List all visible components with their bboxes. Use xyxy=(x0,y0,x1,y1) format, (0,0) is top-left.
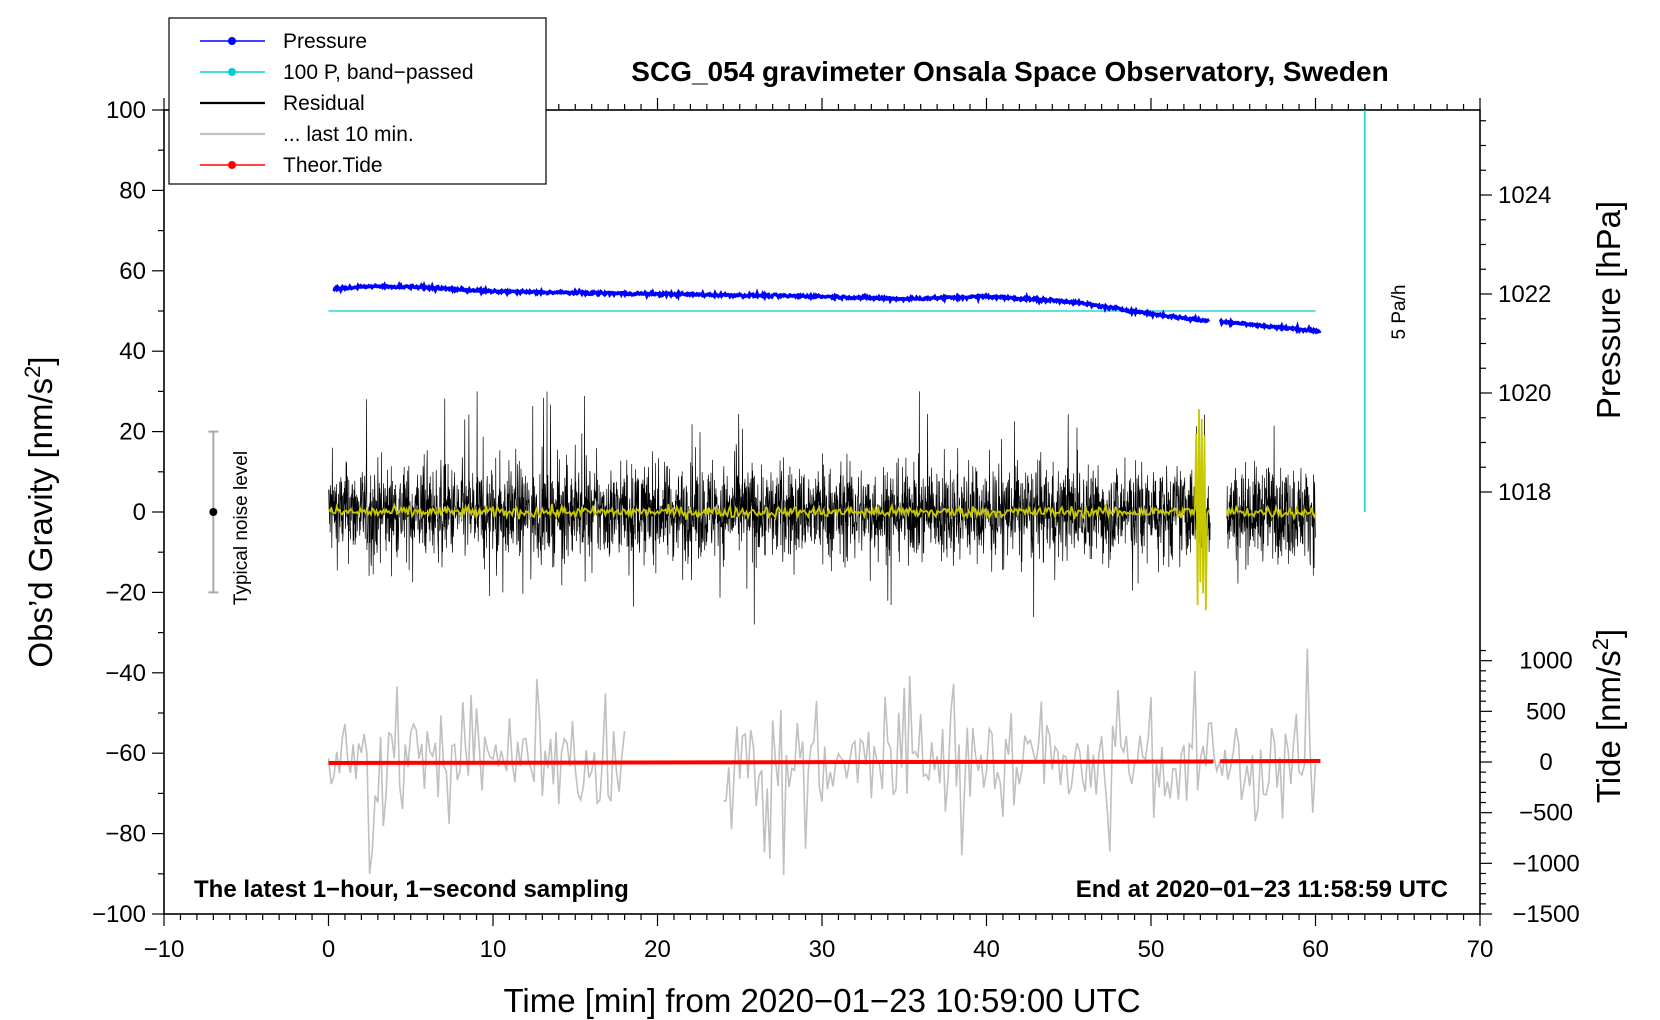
tide-tick-label: 500 xyxy=(1526,698,1566,725)
legend-item: 100 P, band−passed xyxy=(200,61,474,84)
x-tick-label: 50 xyxy=(1138,936,1165,963)
noise-label: Typical noise level xyxy=(231,451,252,605)
legend-item: Theor.Tide xyxy=(200,154,383,177)
pressure-axis-label: Pressure [hPa] xyxy=(1590,201,1627,419)
x-axis-label: Time [min] from 2020−01−23 10:59:00 UTC xyxy=(503,982,1140,1019)
tide-tick-label: −1000 xyxy=(1512,850,1579,877)
legend-label: Theor.Tide xyxy=(283,154,383,177)
pressure-tick-label: 1022 xyxy=(1498,281,1551,308)
legend-item: Pressure xyxy=(200,30,367,53)
y-tick-label: 20 xyxy=(119,419,146,446)
y-tick-label: −80 xyxy=(105,821,146,848)
residual-smoothed-series xyxy=(328,409,1317,611)
smoothed-line xyxy=(328,409,1211,611)
y-axis-ticks: −100 −80 −60 −40 −20 0 20 40 60 80 100 xyxy=(92,97,164,928)
tide-tick-label: −1500 xyxy=(1512,901,1579,928)
y-axis-label: Obs’d Gravity [nm/s2] xyxy=(20,356,59,667)
y-tick-label: −40 xyxy=(105,660,146,687)
legend-label: Pressure xyxy=(283,30,367,53)
y-tick-label: −60 xyxy=(105,740,146,767)
x-tick-label: 0 xyxy=(322,936,335,963)
rate-label: 5 Pa/h xyxy=(1389,285,1410,340)
y-axis-label-text: Obs’d Gravity [nm/s xyxy=(22,378,59,668)
chart-title: SCG_054 gravimeter Onsala Space Observat… xyxy=(631,56,1388,87)
smoothed-line xyxy=(1225,503,1317,522)
y-tick-label: −20 xyxy=(105,579,146,606)
last-10-min-line xyxy=(327,678,626,875)
residual-line xyxy=(328,391,1211,625)
y-tick-label: 60 xyxy=(119,258,146,285)
tide-axis-label: Tide [nm/s2] xyxy=(1588,629,1627,803)
legend-item: Residual xyxy=(200,92,365,115)
last-10-min-series xyxy=(327,648,1317,876)
tide-axis-label-sup: 2 xyxy=(1588,638,1613,650)
tide-axis-label-close: ] xyxy=(1590,629,1627,638)
y-tick-label: 0 xyxy=(133,499,146,526)
legend-box xyxy=(168,17,547,185)
x-tick-label: 70 xyxy=(1467,936,1494,963)
legend-label: Residual xyxy=(283,92,365,115)
tide-line xyxy=(328,759,1214,766)
tide-tick-label: 0 xyxy=(1539,749,1552,776)
noise-bar xyxy=(208,430,219,594)
x-tick-label: 10 xyxy=(480,936,507,963)
legend-marker xyxy=(228,37,236,45)
y-tick-label: −100 xyxy=(92,901,146,928)
y-tick-label: 40 xyxy=(119,338,146,365)
legend-marker xyxy=(228,68,236,76)
y-tick-label: 100 xyxy=(106,97,146,124)
tide-tick-label: 1000 xyxy=(1519,648,1572,675)
last-10-min-line xyxy=(723,648,1317,876)
x-tick-label: 40 xyxy=(973,936,1000,963)
x-axis-ticks: −10 0 10 20 30 40 50 60 70 xyxy=(144,98,1494,963)
legend-marker xyxy=(228,161,236,169)
noise-bar-center xyxy=(209,508,218,516)
y-tick-label: 80 xyxy=(119,177,146,204)
residual-line xyxy=(1226,425,1316,584)
sampling-annotation: The latest 1−hour, 1−second sampling xyxy=(194,876,629,903)
x-tick-label: 20 xyxy=(644,936,671,963)
y-axis-label-close: ] xyxy=(22,356,59,365)
pressure-tick-label: 1024 xyxy=(1498,182,1551,209)
tide-axis-ticks: −1500 −1000 −500 0 500 1000 xyxy=(1480,648,1580,928)
legend-label: ... last 10 min. xyxy=(283,123,414,146)
legend-label: 100 P, band−passed xyxy=(283,61,474,84)
pressure-tick-label: 1018 xyxy=(1498,479,1551,506)
end-time-annotation: End at 2020−01−23 11:58:59 UTC xyxy=(1076,876,1448,903)
y-axis-label-sup: 2 xyxy=(20,366,45,378)
pressure-axis-ticks: 1018 1020 1022 1024 xyxy=(1480,120,1551,506)
tide-tick-label: −500 xyxy=(1519,800,1573,827)
legend: Pressure 100 P, band−passed Residual ... la… xyxy=(168,17,547,185)
tide-axis-label-text: Tide [nm/s xyxy=(1590,650,1627,803)
x-tick-label: 30 xyxy=(809,936,836,963)
pressure-line xyxy=(1218,316,1322,335)
pressure-line xyxy=(332,280,1211,324)
pressure-tick-label: 1020 xyxy=(1498,380,1551,407)
x-tick-label: −10 xyxy=(144,936,185,963)
pressure-series xyxy=(332,280,1322,335)
residual-series xyxy=(328,391,1316,625)
theoretical-tide-series xyxy=(328,758,1321,766)
legend-item: ... last 10 min. xyxy=(200,123,414,146)
x-tick-label: 60 xyxy=(1302,936,1329,963)
